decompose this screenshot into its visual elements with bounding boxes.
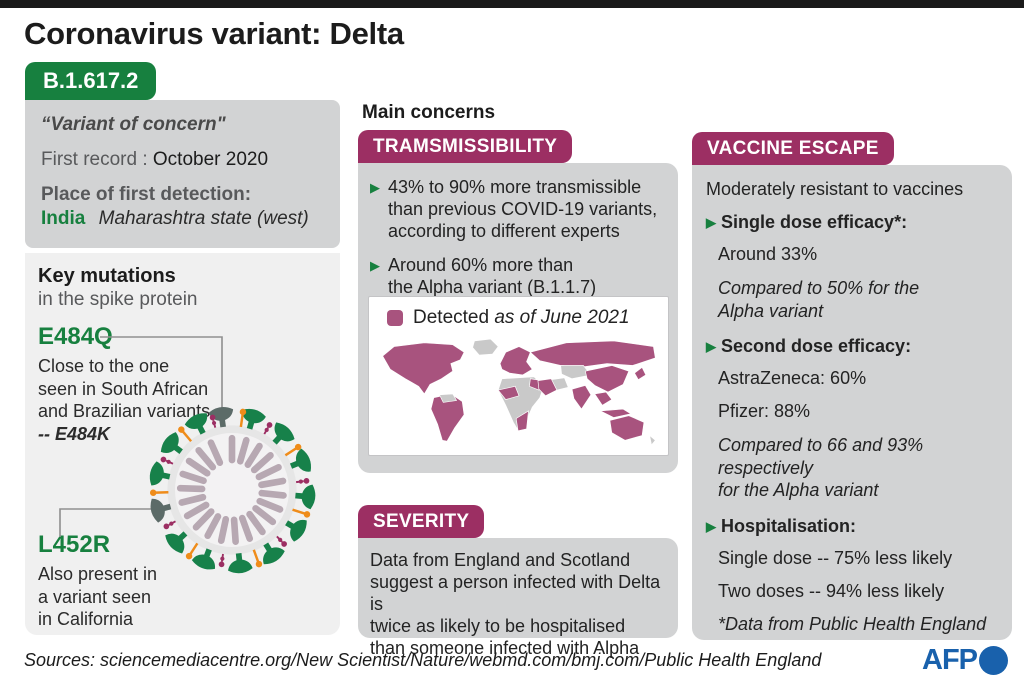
bullet-triangle-icon: ▶ [706, 339, 716, 355]
transmissibility-header: TRAMSMISSIBILITY [358, 130, 573, 163]
first-record-value: October 2020 [152, 149, 269, 170]
map-legend-text: Detected as of June 2021 [413, 307, 630, 328]
second-dose-value-astrazeneca: AstraZeneca: 60% [718, 368, 867, 389]
afp-logo: AFP [922, 644, 1008, 677]
vaccine-footnote: *Data from Public Health England [718, 613, 987, 634]
hospitalisation-label: Hospitalisation: [721, 515, 857, 536]
bullet-triangle-icon: ▶ [706, 215, 716, 230]
second-dose-bullet: ▶ Second dose efficacy: [706, 336, 998, 358]
mutation-l452r: L452R Also present in a variant seen in … [38, 531, 208, 631]
world-map [382, 338, 656, 446]
severity-text: Data from England and Scotland suggest a… [370, 550, 661, 658]
mutations-subheading: in the spike protein [38, 289, 198, 310]
detection-country: India [41, 208, 86, 229]
vaccine-intro: Moderately resistant to vaccines [706, 179, 964, 199]
severity-panel: Data from England and Scotland suggest a… [358, 538, 678, 658]
bullet-triangle-icon: ▶ [706, 518, 716, 534]
top-black-bar [0, 0, 1024, 8]
single-dose-bullet: ▶ Single dose efficacy*: [706, 212, 998, 234]
world-map-panel: Detected as of June 2021 [368, 296, 669, 456]
first-record-line: First record : October 2020 [41, 149, 324, 171]
afp-logo-text: AFP [922, 644, 978, 676]
second-dose-value-pfizer: Pfizer: 88% [718, 401, 811, 422]
sources-line: Sources: sciencemediacentre.org/New Scie… [24, 650, 822, 670]
second-dose-note: Compared to 66 and 93% respectively for … [718, 435, 924, 501]
map-legend: Detected as of June 2021 [387, 307, 660, 329]
single-dose-note: Compared to 50% for the Alpha variant [718, 278, 920, 321]
hospitalisation-single-dose: Single dose -- 75% less likely [718, 547, 953, 568]
second-dose-label: Second dose efficacy: [721, 336, 912, 357]
hospitalisation-two-doses: Two doses -- 94% less likely [718, 580, 945, 601]
first-record-label: First record : [41, 149, 148, 170]
bullet-triangle-icon: ▶ [370, 257, 380, 273]
legend-square-icon [387, 310, 403, 326]
main-concerns-heading: Main concerns [362, 102, 496, 123]
virus-illustration-icon [147, 405, 317, 575]
vaccine-escape-panel: Moderately resistant to vaccines ▶ Singl… [692, 165, 1012, 640]
transmissibility-bullet-2-text: Around 60% more than the Alpha variant (… [388, 254, 597, 297]
variant-profile-panel: “Variant of concern" First record : Octo… [25, 100, 340, 248]
bullet-triangle-icon: ▶ [370, 180, 380, 195]
variant-badge: B.1.617.2 [25, 62, 157, 100]
severity-header: SEVERITY [358, 505, 485, 538]
afp-circle-icon [979, 646, 1008, 675]
detection-label: Place of first detection: [41, 184, 252, 205]
mutation-l452r-description: Also present in a variant seen in Califo… [38, 564, 158, 629]
transmissibility-bullet-1: ▶ 43% to 90% more transmissible than pre… [370, 177, 666, 243]
detection-line: India Maharashtra state (west) [41, 208, 324, 230]
detection-region: Maharashtra state (west) [98, 208, 309, 229]
mutations-heading: Key mutations [38, 265, 176, 287]
hospitalisation-bullet: ▶ Hospitalisation: [706, 516, 998, 538]
mutation-e484q-name: E484Q [38, 323, 113, 350]
variant-classification: “Variant of concern" [41, 114, 226, 135]
page-title: Coronavirus variant: Delta [24, 16, 404, 51]
transmissibility-bullet-2: ▶ Around 60% more than the Alpha variant… [370, 255, 666, 299]
mutation-e484q-note: -- E484K [38, 423, 111, 444]
vaccine-escape-header: VACCINE ESCAPE [692, 132, 894, 165]
single-dose-value: Around 33% [718, 244, 818, 265]
transmissibility-bullet-1-text: 43% to 90% more transmissible than previ… [388, 177, 658, 241]
single-dose-label: Single dose efficacy*: [721, 212, 908, 232]
